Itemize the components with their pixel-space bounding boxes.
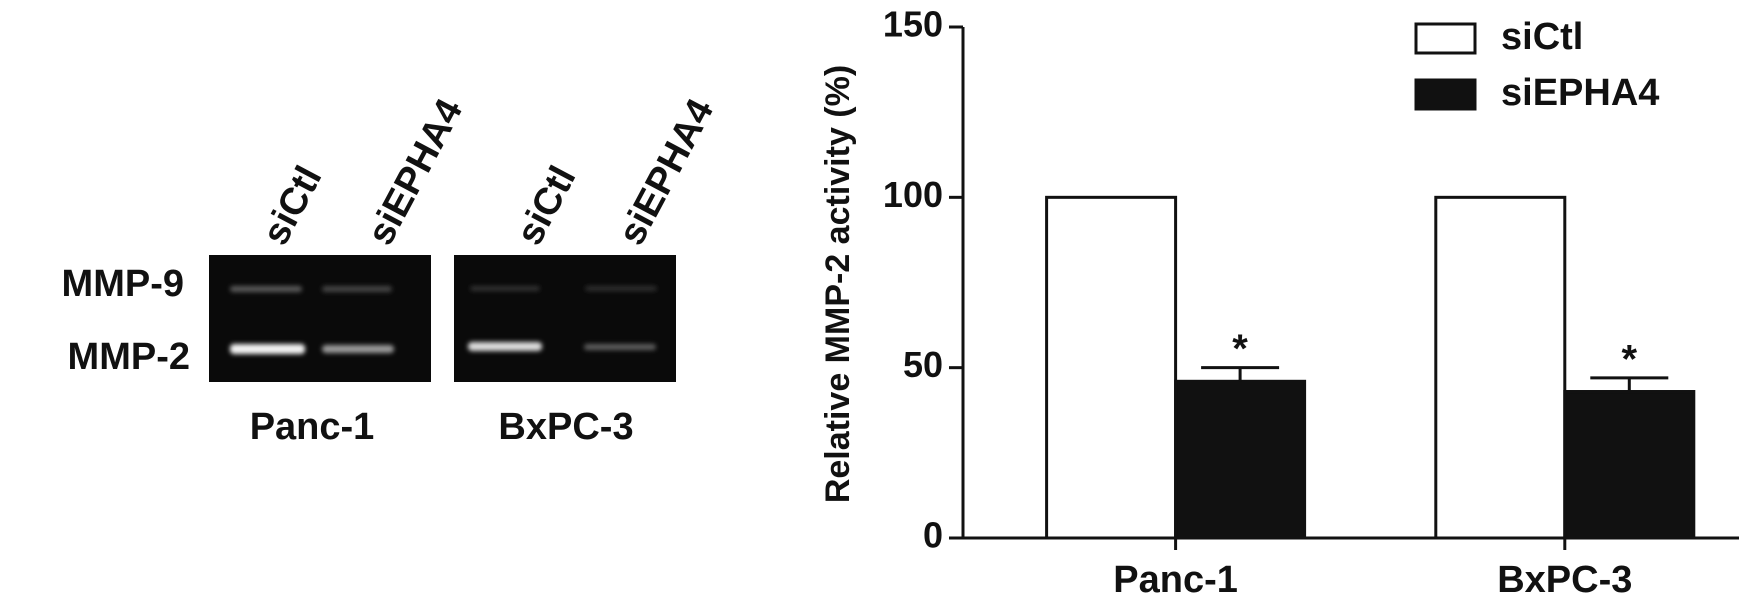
band-label: MMP-9 [62,263,184,305]
gel-panel [209,255,431,382]
gel-image [209,255,676,382]
error-bar [1590,376,1669,392]
lane-label: siCtl [509,159,585,251]
legend-label: siEPHA4 [1501,72,1659,114]
legend-swatch [1414,78,1477,111]
y-tick-label: 50 [903,344,943,385]
panel-label: BxPC-3 [498,406,633,448]
gel-band [230,286,302,292]
gel-band [584,344,656,350]
gel-band [470,286,540,291]
y-tick-label: 150 [883,4,943,45]
bar [1563,390,1696,540]
gel-panel [454,255,676,382]
x-tick-label: BxPC-3 [1497,559,1632,601]
lane-label: siCtl [255,159,331,251]
panel-label: Panc-1 [250,406,375,448]
significance-mark: * [1622,337,1638,381]
y-axis-label: Relative MMP-2 activity (%) [819,65,857,503]
significance-mark: * [1232,327,1248,371]
gel-band [585,286,657,291]
bar [1434,195,1567,540]
gel-band [468,342,542,351]
bar [1045,195,1178,540]
lane-label: siEPHA4 [611,92,722,252]
bar [1174,379,1307,540]
error-bar [1201,366,1280,382]
band-label: MMP-2 [68,336,190,378]
x-tick-label: Panc-1 [1113,559,1238,601]
y-tick-label: 100 [883,174,943,215]
legend-label: siCtl [1501,16,1583,58]
gel-band [322,286,392,292]
gel-band [322,345,394,353]
gel-band [230,344,305,354]
legend-swatch [1414,22,1477,55]
y-tick-label: 0 [923,515,943,556]
lane-label: siEPHA4 [360,92,471,252]
